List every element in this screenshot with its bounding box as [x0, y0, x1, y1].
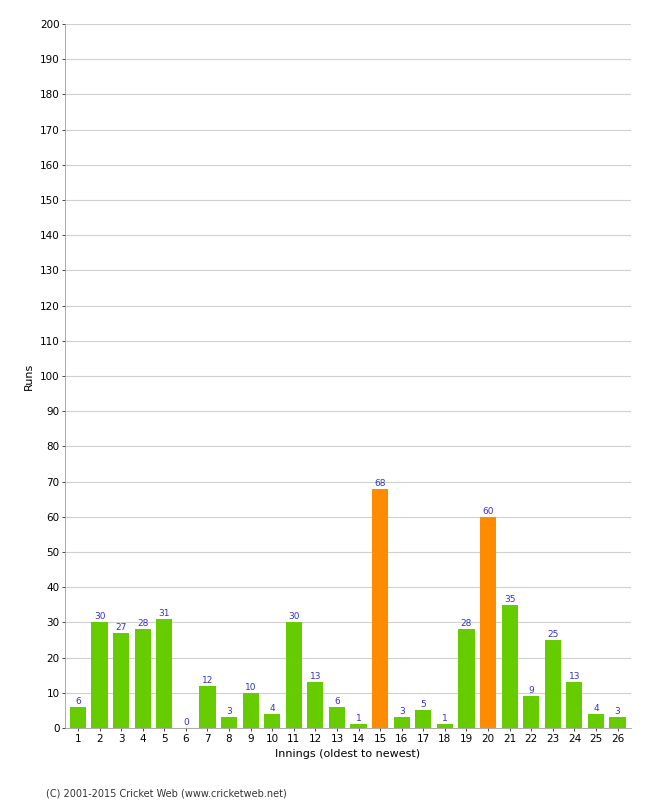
Bar	[264, 714, 280, 728]
Bar	[70, 707, 86, 728]
Text: 68: 68	[374, 478, 386, 487]
Bar	[329, 707, 345, 728]
Bar	[200, 686, 216, 728]
Text: 25: 25	[547, 630, 558, 639]
Bar	[135, 630, 151, 728]
Bar	[458, 630, 474, 728]
Text: 31: 31	[159, 609, 170, 618]
Text: 60: 60	[482, 506, 494, 516]
Y-axis label: Runs: Runs	[24, 362, 34, 390]
Text: 10: 10	[245, 682, 256, 692]
Bar	[588, 714, 604, 728]
Text: 1: 1	[356, 714, 361, 723]
Bar	[156, 619, 172, 728]
Bar	[372, 489, 388, 728]
Text: 6: 6	[75, 697, 81, 706]
Bar	[545, 640, 561, 728]
Text: 30: 30	[94, 612, 105, 622]
Bar	[92, 622, 108, 728]
Bar	[394, 718, 410, 728]
Bar	[221, 718, 237, 728]
Text: (C) 2001-2015 Cricket Web (www.cricketweb.net): (C) 2001-2015 Cricket Web (www.cricketwe…	[46, 788, 286, 798]
Bar	[242, 693, 259, 728]
Text: 12: 12	[202, 676, 213, 685]
Text: 28: 28	[461, 619, 472, 628]
Text: 27: 27	[116, 623, 127, 632]
Bar	[415, 710, 432, 728]
Text: 5: 5	[421, 700, 426, 710]
Text: 3: 3	[399, 707, 404, 716]
Text: 4: 4	[593, 704, 599, 713]
Text: 3: 3	[615, 707, 620, 716]
Bar	[566, 682, 582, 728]
Bar	[307, 682, 324, 728]
Text: 30: 30	[288, 612, 300, 622]
Text: 1: 1	[442, 714, 448, 723]
X-axis label: Innings (oldest to newest): Innings (oldest to newest)	[275, 749, 421, 759]
Bar	[350, 725, 367, 728]
Text: 0: 0	[183, 718, 188, 727]
Text: 3: 3	[226, 707, 232, 716]
Bar	[480, 517, 496, 728]
Text: 28: 28	[137, 619, 148, 628]
Bar	[437, 725, 453, 728]
Text: 35: 35	[504, 594, 515, 604]
Text: 6: 6	[334, 697, 340, 706]
Text: 4: 4	[269, 704, 275, 713]
Bar	[523, 696, 540, 728]
Bar	[113, 633, 129, 728]
Bar	[502, 605, 517, 728]
Text: 9: 9	[528, 686, 534, 695]
Text: 13: 13	[569, 672, 580, 681]
Bar	[286, 622, 302, 728]
Text: 13: 13	[309, 672, 321, 681]
Bar	[610, 718, 626, 728]
